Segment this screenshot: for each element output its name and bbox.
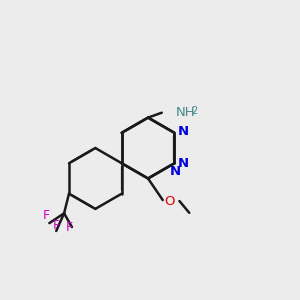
Text: F: F: [43, 209, 50, 222]
Text: F: F: [65, 220, 73, 233]
Text: F₃C...: F₃C...: [61, 209, 102, 223]
Text: 2: 2: [191, 106, 197, 116]
Text: O: O: [165, 194, 175, 208]
Text: N: N: [170, 165, 181, 178]
Text: N: N: [177, 157, 188, 170]
Text: N: N: [177, 125, 188, 138]
Text: NH: NH: [176, 106, 195, 119]
Text: F: F: [53, 219, 60, 232]
